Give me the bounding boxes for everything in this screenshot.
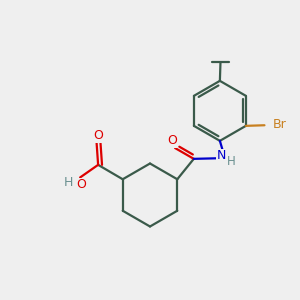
Text: O: O xyxy=(167,134,177,147)
Text: H: H xyxy=(64,176,74,189)
Text: N: N xyxy=(217,149,226,162)
Text: H: H xyxy=(226,155,236,168)
Text: Br: Br xyxy=(272,118,286,131)
Text: O: O xyxy=(76,178,86,191)
Text: O: O xyxy=(93,129,103,142)
